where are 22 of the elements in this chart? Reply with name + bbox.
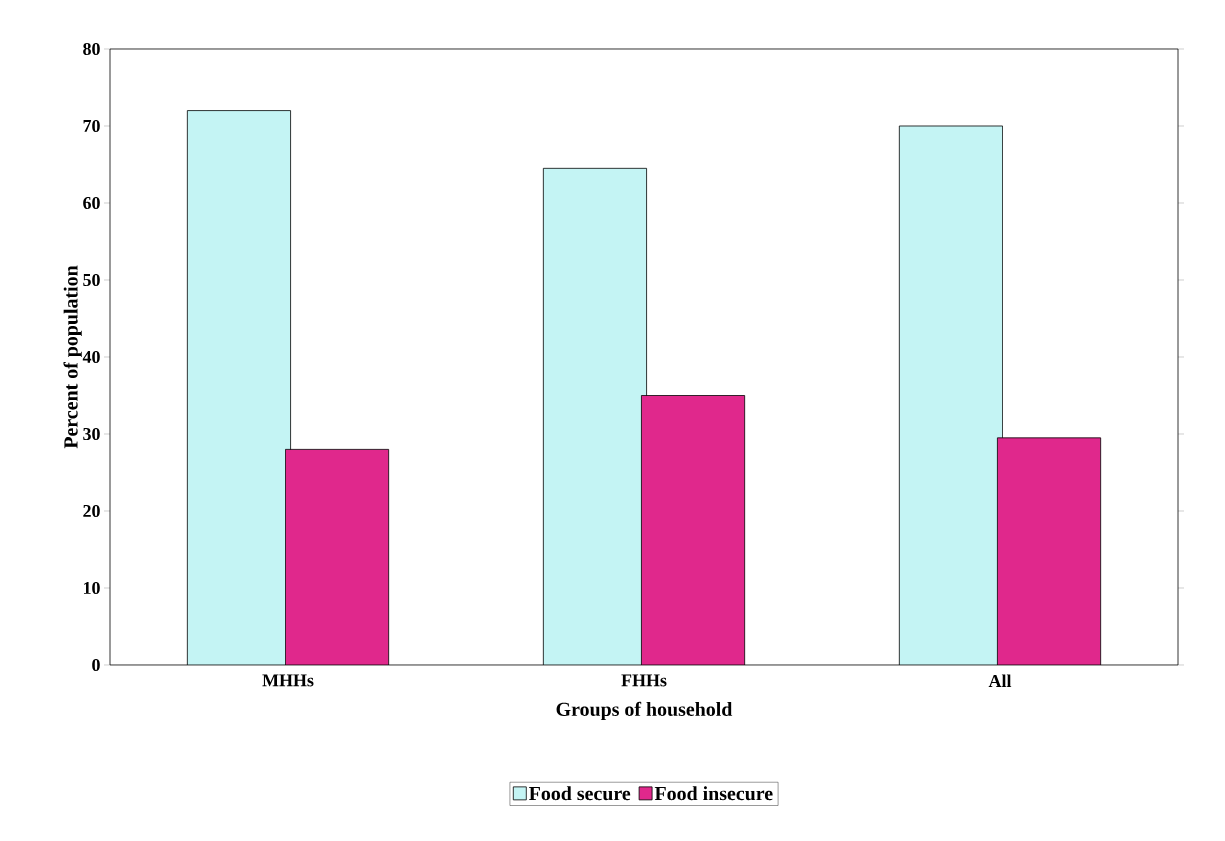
y-tick-label: 60 [83, 196, 100, 210]
y-tick-label: 70 [83, 119, 100, 133]
x-tick-label: FHHs [621, 674, 667, 687]
x-axis-title: Groups of household [556, 701, 733, 721]
bar [186, 110, 291, 665]
x-tick-label: All [988, 674, 1012, 687]
y-tick-label: 40 [82, 350, 100, 364]
legend-label: Food secure [529, 786, 631, 801]
y-tick-label: 50 [83, 273, 100, 287]
y-tick-label: 0 [92, 658, 100, 672]
bar [997, 437, 1102, 665]
y-axis-title: Percent of population [63, 265, 82, 449]
bar [641, 395, 746, 665]
legend-label: Food insecure [654, 786, 773, 801]
y-tick-label: 10 [83, 581, 100, 595]
bar [542, 167, 647, 665]
bar [898, 125, 1003, 665]
y-tick-label: 30 [83, 427, 100, 441]
y-tick-label: 80 [83, 42, 100, 56]
bar [285, 448, 390, 665]
x-tick-label: MHHs [262, 674, 314, 687]
y-tick-label: 20 [83, 504, 100, 518]
